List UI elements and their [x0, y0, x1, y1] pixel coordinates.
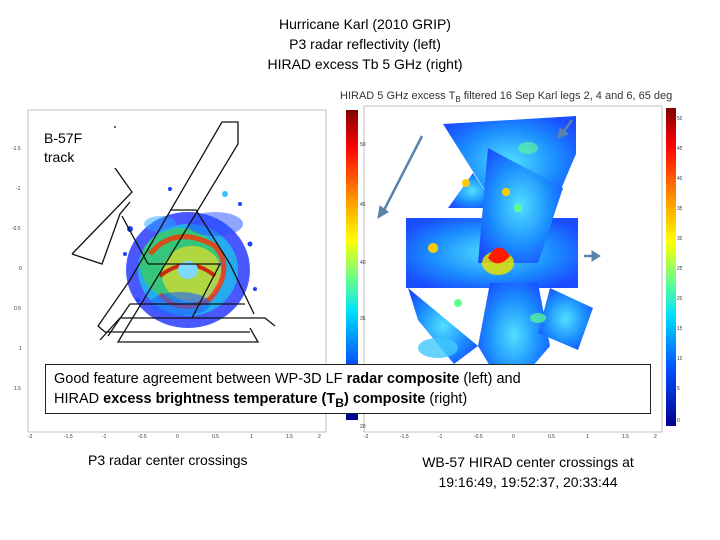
- hirad-header-main: HIRAD 5 GHz excess T: [340, 90, 456, 102]
- caption-emphasis: excess brightness temperature (T: [103, 391, 336, 407]
- arrow-head-icon: [557, 127, 570, 139]
- arrow-head-icon: [591, 250, 601, 262]
- caption-line-2: HIRAD excess brightness temperature (TB)…: [54, 389, 642, 413]
- p3-x-tick: 2: [318, 434, 321, 440]
- p3-y-tick: -1: [16, 186, 21, 192]
- wb57-label-line-2: 19:16:49, 19:52:37, 20:33:44: [438, 474, 618, 490]
- comparison-caption: Good feature agreement between WP-3D LF …: [45, 364, 651, 414]
- p3-y-tick: 0: [19, 266, 22, 272]
- caption-subscript: B: [335, 395, 344, 410]
- wb57-label-line-1: WB-57 HIRAD center crossings at: [422, 454, 634, 470]
- p3-y-axis: -1.5 -1 -0.5 0 0.5 1 1.5: [12, 146, 22, 392]
- caption-line-1: Good feature agreement between WP-3D LF …: [54, 369, 642, 389]
- p3-x-axis: -2 -1.5 -1 -0.5 0 0.5 1 1.5 2: [28, 434, 321, 440]
- hirad-x-tick: -1.5: [400, 434, 409, 440]
- title-line-3: HIRAD excess Tb 5 GHz (right): [267, 56, 463, 72]
- hirad-header-rest: filtered 16 Sep Karl legs 2, 4 and 6, 65…: [461, 90, 673, 102]
- hirad-x-tick: 2: [654, 434, 657, 440]
- hirad-colorbar-left: [346, 110, 358, 420]
- hirad-colorbar-tick: 40: [677, 176, 682, 182]
- hirad-colorbar-tick: 5: [677, 386, 680, 392]
- hirad-x-tick: 0.5: [548, 434, 555, 440]
- caption-text: HIRAD: [54, 391, 104, 407]
- p3-y-tick: 1.5: [14, 386, 21, 392]
- caption-emphasis: ) composite: [343, 391, 426, 407]
- b57f-track-label: B-57F track: [42, 128, 116, 168]
- b57f-label-line-1: B-57F: [44, 130, 83, 146]
- b57f-label-line-2: track: [44, 149, 75, 165]
- hirad-header-sub: B: [455, 95, 460, 104]
- hirad-left-colorbar-tick: 45: [360, 202, 366, 208]
- p3-x-tick: 0: [176, 434, 179, 440]
- p3-x-tick: -0.5: [138, 434, 147, 440]
- hirad-x-tick: -2: [364, 434, 369, 440]
- title-line-1: Hurricane Karl (2010 GRIP): [279, 16, 451, 32]
- p3-x-tick: 1.5: [286, 434, 293, 440]
- title-line-2: P3 radar reflectivity (left): [289, 36, 441, 52]
- hirad-x-tick: -1: [438, 434, 443, 440]
- caption-text: (right): [425, 391, 468, 407]
- hirad-colorbar-tick: 15: [677, 326, 682, 332]
- hirad-x-tick: 1: [586, 434, 589, 440]
- wb57-center-crossings-label: WB-57 HIRAD center crossings at 19:16:49…: [408, 452, 648, 492]
- caption-emphasis: radar composite: [346, 371, 460, 387]
- hirad-left-colorbar-tick: 50: [360, 142, 366, 148]
- p3-x-tick: 0.5: [212, 434, 219, 440]
- hirad-left-colorbar-tick: 40: [360, 260, 366, 266]
- hirad-colorbar-tick: 30: [677, 236, 682, 242]
- p3-y-tick: 0.5: [14, 306, 21, 312]
- hirad-colorbar-tick: 35: [677, 206, 682, 212]
- hirad-arrows: [377, 119, 601, 262]
- p3-x-tick: -1.5: [64, 434, 73, 440]
- svg-text:HIRAD 5 GHz excess TB filtered: HIRAD 5 GHz excess TB filtered 16 Sep Ka…: [340, 90, 672, 104]
- hirad-x-tick: 0: [512, 434, 515, 440]
- hirad-colorbar-tick: 45: [677, 146, 682, 152]
- p3-y-tick: 1: [19, 346, 22, 352]
- caption-text: (left) and: [459, 371, 521, 387]
- hirad-arrow-line: [380, 135, 424, 215]
- hirad-left-colorbar-tick: 35: [360, 316, 366, 322]
- hirad-x-tick: -0.5: [474, 434, 483, 440]
- hirad-colorbar-tick: 50: [677, 116, 682, 122]
- p3-center-crossings-label: P3 radar center crossings: [88, 452, 248, 468]
- b57f-track: [71, 121, 276, 343]
- p3-y-tick: -0.5: [12, 226, 21, 232]
- arrow-head-icon: [377, 205, 389, 219]
- hirad-x-tick: 1.5: [622, 434, 629, 440]
- hirad-left-colorbar-tick: 20: [360, 424, 366, 430]
- hirad-colorbar-tick: 20: [677, 296, 682, 302]
- hirad-right-colorbar-ticks: 50 45 40 35 30 25 20 15 10 5 0: [677, 116, 683, 424]
- slide-title: Hurricane Karl (2010 GRIP) P3 radar refl…: [180, 14, 550, 74]
- p3-y-tick: -1.5: [12, 146, 21, 152]
- hirad-features: [418, 142, 546, 358]
- hirad-colorbar-tick: 0: [677, 418, 680, 424]
- hirad-x-axis: -2 -1.5 -1 -0.5 0 0.5 1 1.5 2: [364, 434, 657, 440]
- p3-x-tick: -2: [28, 434, 33, 440]
- p3-radar-panel: -1.5 -1 -0.5 0 0.5 1 1.5 -2 -1.5 -1 -0.5…: [10, 104, 333, 440]
- hirad-colorbar-right: [666, 108, 676, 426]
- caption-text: Good feature agreement between WP-3D LF: [54, 371, 347, 387]
- p3-x-tick: -1: [102, 434, 107, 440]
- hirad-colorbar-tick: 10: [677, 356, 682, 362]
- hirad-colorbar-tick: 25: [677, 266, 682, 272]
- p3-x-tick: 1: [250, 434, 253, 440]
